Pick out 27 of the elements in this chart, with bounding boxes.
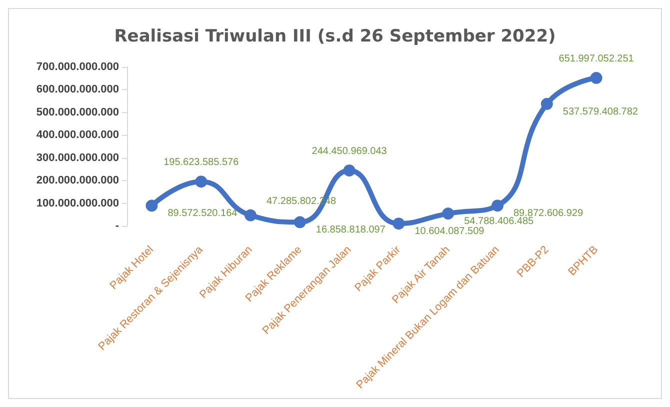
point [195,176,208,188]
point [442,208,454,220]
y-tick-label: - [115,220,120,232]
data-label: 16.858.818.097 [316,224,386,236]
point [590,72,602,84]
y-tick-label: 200.000.000.000 [36,174,119,187]
point [244,209,256,222]
data-label: 10.604.087.509 [414,226,485,238]
point [146,200,158,212]
data-label: 537.579.408.782 [562,106,638,118]
y-tick-label: 400.000.000.000 [36,129,119,142]
y-tick-label: 600.000.000.000 [36,84,119,96]
y-tick-label: 700.000.000.000 [36,61,119,73]
y-tick-label: 300.000.000.000 [36,152,119,164]
y-tick-label: 500.000.000.000 [36,106,119,118]
point [540,98,553,110]
point [492,200,504,212]
point [294,216,306,228]
point [343,164,356,176]
data-label: 195.623.585.576 [164,157,240,168]
data-label: 54.788.406.485 [464,216,534,228]
data-label: 89.572.520.164 [168,208,238,220]
chart-title: Realisasi Triwulan III (s.d 26 September 2022) [114,26,556,46]
y-tick-label: 100.000.000.000 [36,197,119,210]
point [392,218,405,230]
data-label: 244.450.969.043 [312,146,388,157]
data-label: 651.997.052.251 [558,53,634,64]
